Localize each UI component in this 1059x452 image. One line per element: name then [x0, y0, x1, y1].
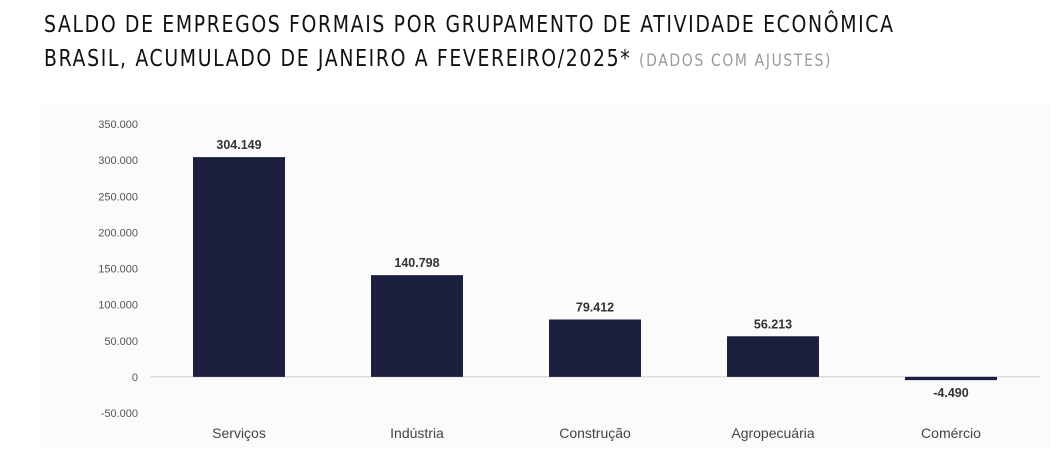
y-tick-label: 350.000	[98, 119, 138, 131]
bar-chart: 350.000 300.000 250.000 200.000 150.000 100.0…	[98, 119, 1040, 441]
bar-2	[549, 319, 641, 377]
title-line-1: SALDO DE EMPREGOS FORMAIS POR GRUPAMENTO…	[44, 12, 895, 38]
y-tick-label: 150.000	[98, 264, 138, 276]
data-label: 79.412	[576, 300, 614, 314]
y-tick-label: 50.000	[104, 336, 138, 348]
chart-title: SALDO DE EMPREGOS FORMAIS POR GRUPAMENTO…	[44, 8, 1054, 78]
bar-3	[727, 336, 819, 377]
bar-0	[193, 157, 285, 377]
chart-area: 350.000 300.000 250.000 200.000 150.000 100.0…	[40, 104, 1050, 448]
y-tick-label: 0	[132, 372, 138, 384]
bar-1	[371, 275, 463, 377]
y-tick-label: 200.000	[98, 227, 138, 239]
y-tick-label: 250.000	[98, 191, 138, 203]
adjustment-note: (DADOS COM AJUSTES)	[639, 51, 833, 71]
title-line-2-text: BRASIL, ACUMULADO DE JANEIRO A FEVEREIRO…	[44, 46, 632, 72]
data-label: 56.213	[754, 317, 792, 331]
y-tick-label: 100.000	[98, 300, 138, 312]
title-line-2: BRASIL, ACUMULADO DE JANEIRO A FEVEREIRO…	[44, 42, 872, 78]
category-label: Agropecuária	[731, 425, 814, 441]
data-label: -4.490	[933, 386, 968, 400]
category-label: Serviços	[212, 425, 266, 441]
y-tick-label: -50.000	[101, 408, 138, 420]
bar-4	[905, 376, 997, 381]
data-label: 304.149	[216, 138, 261, 152]
category-label: Construção	[559, 425, 631, 441]
category-label: Indústria	[390, 425, 444, 441]
category-label: Comércio	[921, 425, 981, 441]
data-label: 140.798	[394, 256, 439, 270]
y-tick-label: 300.000	[98, 155, 138, 167]
